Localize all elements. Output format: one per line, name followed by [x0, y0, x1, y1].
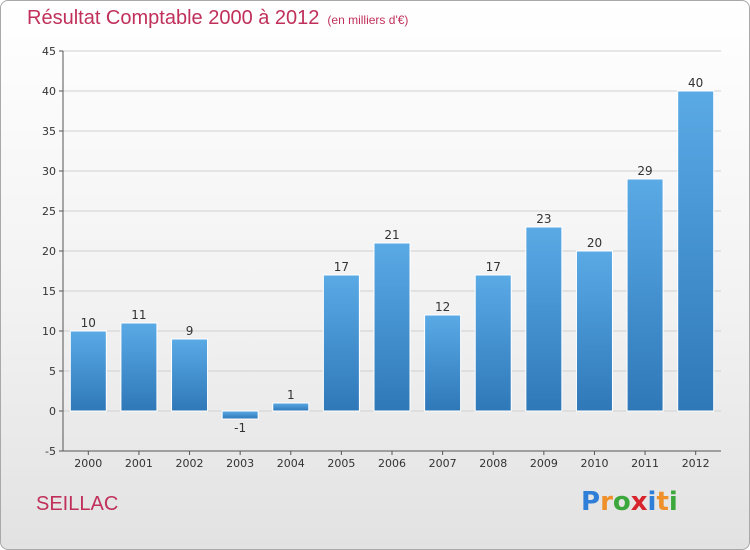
bar	[272, 402, 310, 412]
logo-letter: r	[600, 487, 613, 517]
y-tick-label: 10	[42, 325, 56, 338]
logo-letter: t	[656, 487, 669, 517]
bar	[575, 250, 613, 412]
data-label: 17	[486, 260, 501, 274]
logo-letter: o	[612, 487, 631, 517]
bar	[474, 274, 512, 412]
bar	[424, 314, 462, 412]
bar	[322, 274, 360, 412]
data-label: 1	[287, 388, 295, 402]
logo-letter: P	[581, 487, 601, 517]
bar-layer	[69, 90, 715, 420]
x-tick-label: 2002	[176, 457, 204, 470]
data-label: 12	[435, 300, 450, 314]
chart-title: Résultat Comptable 2000 à 2012	[27, 7, 320, 29]
label-layer: 10 11 9 -1 1 17 21 12 17 23 20 29 40	[81, 76, 704, 435]
x-tick-label: 2009	[530, 457, 558, 470]
bar	[525, 226, 563, 412]
bar	[120, 322, 158, 412]
x-tick-label: 2003	[226, 457, 254, 470]
y-tick-label: -5	[45, 445, 56, 458]
y-tick-label: 0	[49, 405, 56, 418]
bar	[677, 90, 715, 412]
x-tick-label: 2008	[479, 457, 507, 470]
bar	[626, 178, 664, 412]
x-tick-label: 2010	[580, 457, 608, 470]
data-label: 17	[334, 260, 349, 274]
y-tick-label: 20	[42, 245, 56, 258]
data-label: 20	[587, 236, 602, 250]
bar	[171, 338, 209, 412]
axis-layer: -5 0 5 10 15 20 25 30 35 40 45 2000 2001 2002 2003 2004…	[42, 45, 721, 470]
data-label: 10	[81, 316, 96, 330]
x-tick-label: 2000	[74, 457, 102, 470]
data-label: 29	[637, 164, 652, 178]
x-tick-label: 2005	[327, 457, 355, 470]
proxiti-logo: Proxiti	[581, 487, 678, 517]
x-tick-label: 2007	[429, 457, 457, 470]
y-tick-label: 30	[42, 165, 56, 178]
data-label: 21	[384, 228, 399, 242]
data-label: 11	[131, 308, 146, 322]
x-tick-label: 2001	[125, 457, 153, 470]
x-tick-label: 2006	[378, 457, 406, 470]
x-tick-label: 2012	[682, 457, 710, 470]
y-tick-label: 40	[42, 85, 56, 98]
data-label: 9	[186, 324, 194, 338]
chart-subtitle: (en milliers d'€)	[327, 13, 409, 27]
commune-name: SEILLAC	[36, 493, 119, 515]
logo-letter: i	[647, 487, 657, 517]
logo-letter: x	[630, 487, 648, 517]
logo-letter: i	[668, 487, 678, 517]
bar	[221, 410, 259, 420]
chart-title-block: Résultat Comptable 2000 à 2012 (en millie…	[27, 7, 408, 30]
bar	[373, 242, 411, 412]
bar	[69, 330, 107, 412]
y-tick-label: 5	[49, 365, 56, 378]
y-tick-label: 35	[42, 125, 56, 138]
x-tick-label: 2011	[631, 457, 659, 470]
data-label: -1	[234, 421, 246, 435]
y-tick-label: 45	[42, 45, 56, 58]
y-tick-label: 25	[42, 205, 56, 218]
y-tick-label: 15	[42, 285, 56, 298]
data-label: 40	[688, 76, 703, 90]
x-tick-label: 2004	[277, 457, 305, 470]
data-label: 23	[536, 212, 551, 226]
